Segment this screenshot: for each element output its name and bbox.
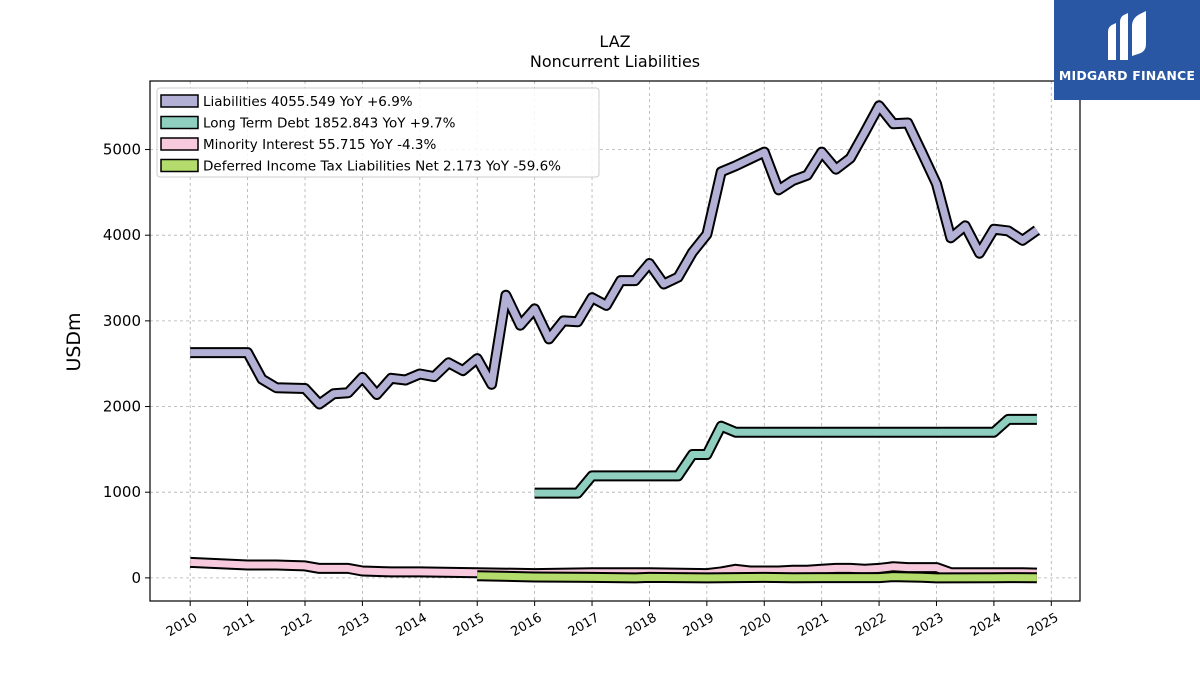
x-tick-label: 2020 [738, 610, 774, 640]
x-tick-label: 2015 [451, 610, 487, 640]
legend-entry: Minority Interest 55.715 YoY -4.3% [203, 137, 437, 153]
y-axis-label: USDm [63, 312, 85, 371]
y-axis: 0 1000 2000 3000 4000 5000 [103, 141, 150, 587]
series-layer [189, 100, 1041, 584]
x-tick-label: 2025 [1025, 610, 1061, 640]
legend-entry: Long Term Debt 1852.843 YoY +9.7% [203, 116, 456, 132]
legend-swatch [160, 158, 199, 173]
plot-frame [149, 80, 1081, 602]
chart-subtitle: Noncurrent Liabilities [530, 52, 700, 71]
x-tick-label: 2022 [853, 610, 889, 640]
x-axis: 2010 2011 2012 2013 2014 2015 2016 2017 2018 2019… [164, 601, 1061, 640]
y-tick-label: 1000 [103, 483, 141, 501]
series-line-0 [190, 102, 1039, 408]
series-line-2 [190, 558, 1037, 578]
legend-entry: Liabilities 4055.549 YoY +6.9% [203, 94, 413, 110]
x-tick-label: 2013 [336, 610, 372, 640]
legend-box [156, 87, 600, 178]
legend: Liabilities 4055.549 YoY +6.9% Long Term … [156, 87, 600, 178]
series-line-3 [477, 572, 1037, 582]
logo-mark-icon [1108, 11, 1146, 60]
x-tick-label: 2010 [164, 610, 200, 640]
brand-logo: MIDGARD FINANCE [1054, 0, 1200, 100]
x-tick-label: 2018 [623, 610, 659, 640]
x-tick-label: 2021 [796, 610, 832, 640]
y-tick-label: 3000 [103, 312, 141, 330]
x-tick-label: 2017 [566, 610, 602, 640]
y-tick-label: 2000 [103, 398, 141, 416]
logo-text: MIDGARD FINANCE [1058, 68, 1196, 83]
y-tick-label: 4000 [103, 226, 141, 244]
chart-title: LAZ [599, 32, 630, 51]
x-tick-label: 2024 [968, 610, 1004, 640]
y-tick-label: 0 [131, 569, 141, 587]
x-tick-label: 2012 [279, 610, 315, 640]
x-tick-label: 2019 [681, 610, 717, 640]
x-tick-label: 2014 [394, 610, 430, 640]
legend-entry: Deferred Income Tax Liabilities Net 2.17… [203, 159, 561, 175]
legend-swatch [160, 137, 199, 151]
y-tick-label: 5000 [103, 141, 141, 159]
x-tick-label: 2016 [508, 610, 544, 640]
series-line-1 [534, 415, 1037, 497]
legend-swatch [160, 94, 199, 108]
x-tick-label: 2011 [221, 610, 257, 640]
x-tick-label: 2023 [910, 610, 946, 640]
legend-swatch [160, 115, 199, 130]
